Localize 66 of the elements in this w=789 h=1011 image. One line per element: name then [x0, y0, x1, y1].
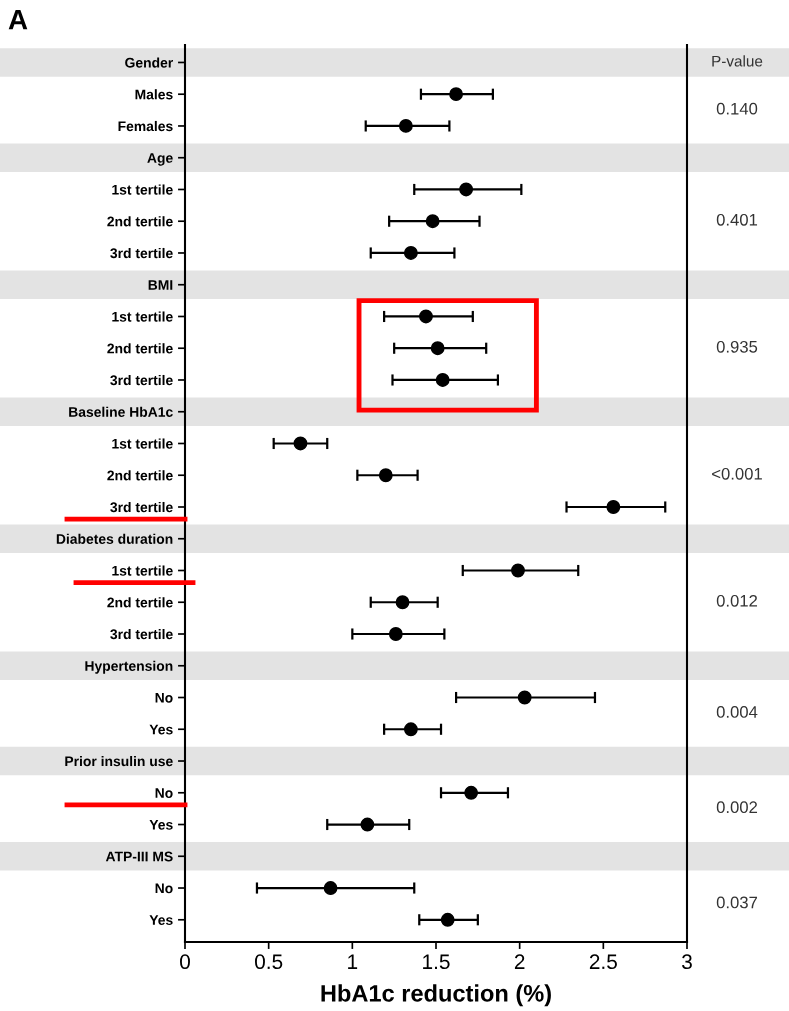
y-tick-label: 1st tertile [112, 311, 173, 322]
y-tick-label: Baseline HbA1c [69, 406, 173, 417]
x-tick-label: 3 [682, 954, 692, 970]
point [360, 817, 375, 832]
y-tick-label: Prior insulin use [65, 755, 173, 767]
y-tick-label: 2nd tertile [107, 216, 173, 227]
text: P-value [712, 55, 763, 67]
y-tick-label: Hypertension [85, 660, 173, 674]
x-tick-label: 2 [514, 954, 525, 969]
point [378, 468, 393, 483]
y-tick-label: Females [118, 120, 173, 132]
point [388, 627, 403, 641]
point [464, 785, 479, 800]
y-tick-label: 1st tertile [112, 438, 173, 449]
point [459, 182, 474, 197]
y-tick-label: ATP-III MS [105, 851, 173, 862]
y-tick-label: 3rd tertile [110, 501, 173, 513]
y-tick-label: Age [147, 153, 173, 166]
x-tick-label: 1.5 [423, 954, 450, 970]
x-tick-label: 0 [180, 954, 190, 970]
text: 0.004 [716, 706, 758, 718]
text: 0.037 [716, 896, 758, 909]
y-tick-label: 2nd tertile [107, 597, 173, 608]
y-tick-label: BMI [148, 280, 173, 290]
point [606, 500, 621, 514]
point [449, 87, 463, 102]
x-axis-title: HbA1c reduction (%) [321, 984, 551, 1007]
point [517, 690, 532, 705]
y-tick-label: 3rd tertile [110, 374, 173, 386]
point [440, 912, 455, 927]
y-tick-label: Gender [125, 57, 173, 68]
y-tick-label: Yes [149, 819, 173, 830]
y-tick-label: 2nd tertile [107, 343, 173, 354]
point [403, 246, 418, 260]
text: 0.012 [716, 594, 758, 607]
y-tick-label: Males [135, 89, 173, 100]
point [293, 436, 308, 451]
point [323, 881, 338, 895]
text: 0.401 [716, 213, 758, 226]
y-tick-label: Yes [149, 915, 173, 925]
y-tick-label: No [155, 883, 173, 894]
y-tick-label: 2nd tertile [107, 470, 173, 481]
x-tick-label: 1 [348, 954, 358, 969]
chart-title: A [8, 10, 28, 30]
y-tick-label: 3rd tertile [110, 628, 173, 640]
y-tick-label: No [155, 788, 173, 798]
y-tick-label: Yes [149, 724, 173, 735]
y-tick-label: 3rd tertile [110, 247, 173, 259]
point [403, 722, 418, 737]
point [425, 214, 440, 229]
y-tick-label: 1st tertile [112, 565, 173, 576]
x-tick-label: 2.5 [589, 954, 617, 970]
text: <0.001 [712, 467, 762, 480]
x-tick-label: 0.5 [255, 954, 283, 970]
point [430, 341, 445, 356]
point [435, 373, 450, 387]
text: 0.935 [716, 340, 758, 353]
y-tick-label: Diabetes duration [56, 533, 173, 544]
text: 0.002 [716, 801, 758, 814]
point [511, 563, 525, 578]
point [395, 595, 410, 610]
point [419, 309, 433, 324]
y-tick-label: No [155, 692, 173, 703]
y-tick-label: 1st tertile [112, 184, 173, 195]
point [398, 119, 413, 133]
text: 0.140 [716, 102, 758, 115]
